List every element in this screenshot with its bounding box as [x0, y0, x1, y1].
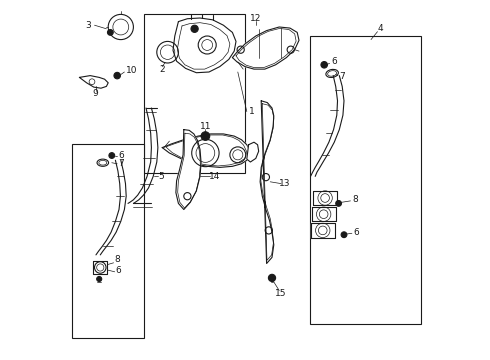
Circle shape: [114, 72, 121, 79]
Polygon shape: [247, 142, 259, 162]
Polygon shape: [311, 223, 335, 238]
Text: 4: 4: [377, 24, 383, 33]
Text: 6: 6: [354, 228, 360, 237]
Text: 3: 3: [86, 21, 91, 30]
Text: 14: 14: [209, 172, 220, 181]
Text: 12: 12: [250, 14, 262, 23]
Bar: [72, 144, 144, 338]
Bar: [310, 36, 421, 324]
Circle shape: [109, 153, 115, 158]
Polygon shape: [260, 101, 274, 264]
Polygon shape: [173, 18, 236, 73]
Polygon shape: [162, 134, 250, 167]
Text: 8: 8: [352, 195, 358, 204]
Circle shape: [191, 25, 198, 32]
Polygon shape: [232, 27, 299, 69]
Text: 6: 6: [331, 58, 337, 67]
Polygon shape: [314, 191, 337, 205]
Circle shape: [97, 276, 102, 282]
Polygon shape: [312, 207, 336, 221]
Circle shape: [269, 274, 275, 282]
Circle shape: [321, 62, 327, 68]
Text: 6: 6: [118, 151, 123, 160]
Text: 2: 2: [159, 65, 165, 74]
Text: 9: 9: [93, 89, 98, 98]
Polygon shape: [176, 130, 201, 210]
Text: 13: 13: [279, 179, 291, 188]
Circle shape: [336, 201, 342, 206]
Text: 7: 7: [118, 159, 123, 168]
Polygon shape: [79, 76, 108, 88]
Text: 15: 15: [275, 289, 287, 298]
Text: 11: 11: [199, 122, 211, 131]
Text: 7: 7: [339, 72, 345, 81]
Circle shape: [107, 30, 113, 35]
Text: 5: 5: [159, 172, 164, 181]
Circle shape: [201, 132, 210, 140]
Bar: [144, 14, 245, 173]
Text: 1: 1: [249, 107, 255, 116]
Polygon shape: [93, 261, 107, 274]
Text: 10: 10: [126, 66, 137, 75]
Text: 8: 8: [114, 256, 120, 264]
Circle shape: [341, 232, 347, 238]
Text: 6: 6: [116, 266, 121, 275]
